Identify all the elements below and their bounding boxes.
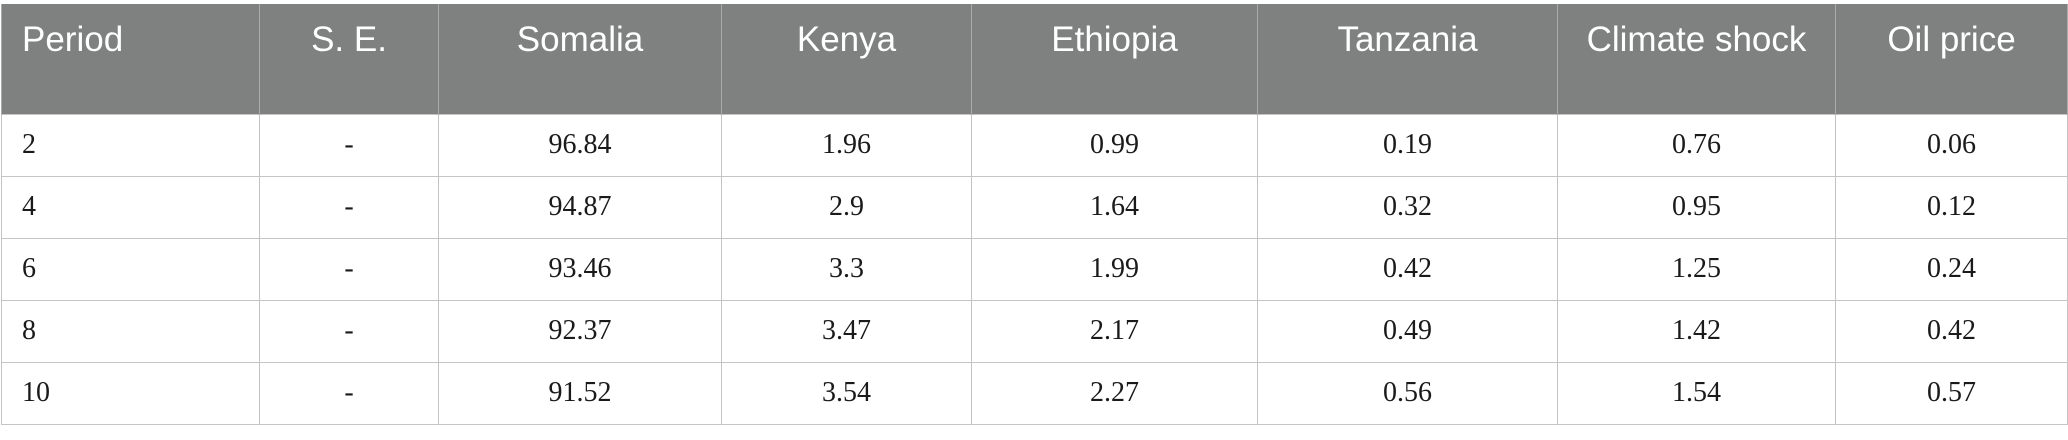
cell-oil-price: 0.12: [1835, 175, 2068, 239]
table-row: 2 - 96.84 1.96 0.99 0.19 0.76 0.06: [1, 113, 2068, 177]
cell-kenya: 1.96: [721, 113, 972, 177]
cell-se: -: [259, 113, 439, 177]
cell-se: -: [259, 237, 439, 301]
cell-ethiopia: 1.99: [971, 237, 1258, 301]
cell-climate-shock: 1.42: [1557, 299, 1836, 363]
table-body: 2 - 96.84 1.96 0.99 0.19 0.76 0.06 4 - 9…: [1, 113, 2068, 425]
header-period: Period: [1, 4, 260, 114]
data-table: Period S. E. Somalia Kenya Ethiopia Tanz…: [1, 4, 2068, 425]
cell-ethiopia: 2.27: [971, 361, 1258, 425]
cell-tanzania: 0.32: [1257, 175, 1558, 239]
header-row: Period S. E. Somalia Kenya Ethiopia Tanz…: [1, 4, 2068, 114]
cell-somalia: 93.46: [438, 237, 722, 301]
table-header: Period S. E. Somalia Kenya Ethiopia Tanz…: [1, 4, 2068, 114]
cell-period: 10: [1, 361, 260, 425]
cell-climate-shock: 0.76: [1557, 113, 1836, 177]
cell-tanzania: 0.19: [1257, 113, 1558, 177]
cell-ethiopia: 2.17: [971, 299, 1258, 363]
header-tanzania: Tanzania: [1257, 4, 1558, 114]
cell-ethiopia: 0.99: [971, 113, 1258, 177]
table-row: 6 - 93.46 3.3 1.99 0.42 1.25 0.24: [1, 237, 2068, 301]
header-climate-shock: Climate shock: [1557, 4, 1836, 114]
cell-climate-shock: 0.95: [1557, 175, 1836, 239]
cell-kenya: 3.47: [721, 299, 972, 363]
cell-somalia: 96.84: [438, 113, 722, 177]
cell-somalia: 92.37: [438, 299, 722, 363]
cell-somalia: 94.87: [438, 175, 722, 239]
cell-se: -: [259, 299, 439, 363]
cell-kenya: 2.9: [721, 175, 972, 239]
cell-period: 8: [1, 299, 260, 363]
cell-se: -: [259, 175, 439, 239]
header-kenya: Kenya: [721, 4, 972, 114]
cell-somalia: 91.52: [438, 361, 722, 425]
table-row: 10 - 91.52 3.54 2.27 0.56 1.54 0.57: [1, 361, 2068, 425]
cell-climate-shock: 1.25: [1557, 237, 1836, 301]
cell-ethiopia: 1.64: [971, 175, 1258, 239]
cell-oil-price: 0.24: [1835, 237, 2068, 301]
cell-tanzania: 0.49: [1257, 299, 1558, 363]
cell-se: -: [259, 361, 439, 425]
cell-climate-shock: 1.54: [1557, 361, 1836, 425]
header-oil-price: Oil price: [1835, 4, 2068, 114]
table-row: 4 - 94.87 2.9 1.64 0.32 0.95 0.12: [1, 175, 2068, 239]
cell-period: 2: [1, 113, 260, 177]
cell-oil-price: 0.57: [1835, 361, 2068, 425]
cell-kenya: 3.54: [721, 361, 972, 425]
cell-oil-price: 0.06: [1835, 113, 2068, 177]
cell-tanzania: 0.42: [1257, 237, 1558, 301]
cell-tanzania: 0.56: [1257, 361, 1558, 425]
data-table-container: Period S. E. Somalia Kenya Ethiopia Tanz…: [0, 4, 2068, 425]
cell-oil-price: 0.42: [1835, 299, 2068, 363]
cell-kenya: 3.3: [721, 237, 972, 301]
header-ethiopia: Ethiopia: [971, 4, 1258, 114]
cell-period: 4: [1, 175, 260, 239]
header-se: S. E.: [259, 4, 439, 114]
header-somalia: Somalia: [438, 4, 722, 114]
cell-period: 6: [1, 237, 260, 301]
table-row: 8 - 92.37 3.47 2.17 0.49 1.42 0.42: [1, 299, 2068, 363]
